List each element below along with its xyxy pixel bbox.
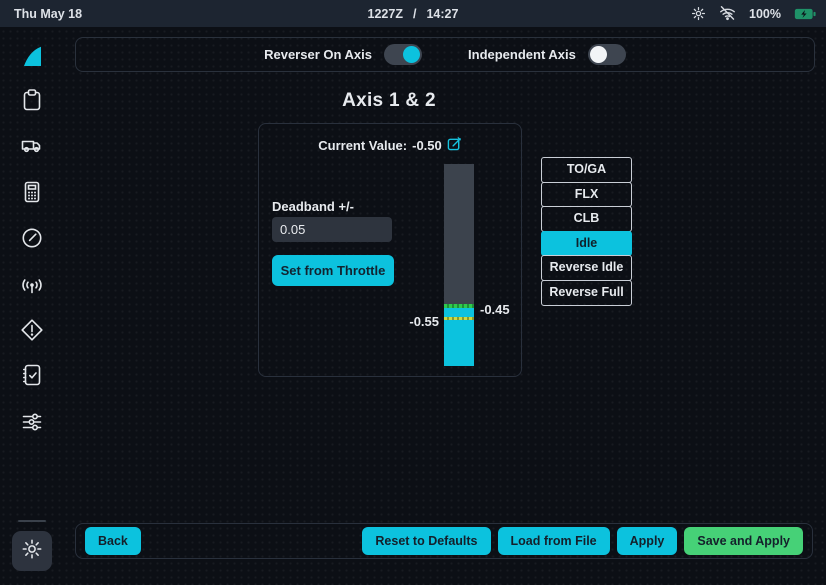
deadband-upper-line xyxy=(444,304,474,308)
battery-percent: 100% xyxy=(749,6,781,21)
detent-list: TO/GA FLX CLB Idle Reverse Idle Reverse … xyxy=(541,157,632,306)
deadband-input[interactable] xyxy=(272,217,392,242)
back-button[interactable]: Back xyxy=(85,527,141,555)
failure-diamond-icon xyxy=(19,317,45,343)
checklist-icon xyxy=(19,362,45,388)
status-indicators: 100% xyxy=(691,5,816,22)
antenna-icon xyxy=(19,272,45,298)
deadband-lower-line xyxy=(444,317,474,320)
detent-idle[interactable]: Idle xyxy=(541,230,632,257)
axis-options-bar: Reverser On Axis Independent Axis xyxy=(75,37,815,72)
detent-flx[interactable]: FLX xyxy=(541,181,632,208)
sidebar-divider xyxy=(18,520,46,522)
status-date: Thu May 18 xyxy=(14,6,83,21)
detent-reverse-idle[interactable]: Reverse Idle xyxy=(541,255,632,281)
deadband-upper-value: -0.45 xyxy=(480,302,510,317)
axis-bar-empty xyxy=(444,164,474,304)
load-from-file-button[interactable]: Load from File xyxy=(497,527,610,555)
brand-logo xyxy=(19,44,45,70)
apply-button[interactable]: Apply xyxy=(616,527,678,555)
sidebar-item-dashboard[interactable] xyxy=(19,44,45,70)
save-and-apply-button[interactable]: Save and Apply xyxy=(684,527,803,555)
current-value-row: Current Value: -0.50 xyxy=(259,136,521,154)
ground-vehicle-icon xyxy=(19,132,45,158)
wifi-off-icon xyxy=(719,5,736,22)
independent-toggle-label: Independent Axis xyxy=(468,47,576,62)
detent-reverse-full[interactable]: Reverse Full xyxy=(541,279,632,306)
sidebar-item-ground[interactable] xyxy=(19,132,45,158)
independent-axis-toggle[interactable] xyxy=(587,44,626,65)
status-time-local: 14:27 xyxy=(426,6,459,21)
edit-icon[interactable] xyxy=(447,136,462,154)
sliders-icon xyxy=(19,409,45,435)
current-value: -0.50 xyxy=(412,137,442,153)
status-bar: Thu May 18 1227Z / 14:27 xyxy=(0,0,826,27)
detent-toga[interactable]: TO/GA xyxy=(541,157,632,183)
status-time-separator: / xyxy=(412,6,417,21)
clipboard-icon xyxy=(19,87,45,113)
independent-toggle-group: Independent Axis xyxy=(468,44,626,65)
sidebar-item-checklists[interactable] xyxy=(19,362,45,388)
battery-charging-icon xyxy=(794,8,816,20)
axis-value-bar xyxy=(444,164,474,366)
reverser-toggle-label: Reverser On Axis xyxy=(264,47,373,62)
current-value-label: Current Value: xyxy=(318,137,408,153)
sidebar-item-presets[interactable] xyxy=(19,409,45,435)
reverser-toggle-group: Reverser On Axis xyxy=(264,44,423,65)
gear-icon xyxy=(21,538,43,565)
sidebar-item-performance[interactable] xyxy=(19,179,45,205)
sidebar-nav xyxy=(0,27,64,585)
page-title: Axis 1 & 2 xyxy=(342,90,436,111)
status-time-utc: 1227Z xyxy=(367,6,403,21)
reverser-on-axis-toggle[interactable] xyxy=(384,44,423,65)
reset-to-defaults-button[interactable]: Reset to Defaults xyxy=(362,527,491,555)
sidebar-item-dispatch[interactable] xyxy=(19,87,45,113)
toggle-knob xyxy=(589,46,607,63)
footer-bar: Back Reset to Defaults Load from File Ap… xyxy=(75,523,813,559)
sidebar-item-atc[interactable] xyxy=(19,272,45,298)
deadband-label: Deadband +/- xyxy=(272,199,354,214)
sidebar-item-settings[interactable] xyxy=(12,531,52,571)
set-from-throttle-button[interactable]: Set from Throttle xyxy=(272,255,394,286)
axis-bar-fill xyxy=(444,308,474,366)
deadband-lower-value: -0.55 xyxy=(409,314,439,329)
footer-actions: Reset to Defaults Load from File Apply S… xyxy=(362,527,803,555)
toggle-knob xyxy=(403,46,421,63)
calculator-icon xyxy=(19,179,45,205)
detent-clb[interactable]: CLB xyxy=(541,206,632,232)
compass-icon xyxy=(19,225,45,251)
sidebar-item-failures[interactable] xyxy=(19,317,45,343)
sidebar-item-navigation[interactable] xyxy=(19,225,45,251)
calibration-panel: Current Value: -0.50 Deadband +/- Set fr… xyxy=(258,123,522,377)
gear-icon[interactable] xyxy=(691,6,706,21)
